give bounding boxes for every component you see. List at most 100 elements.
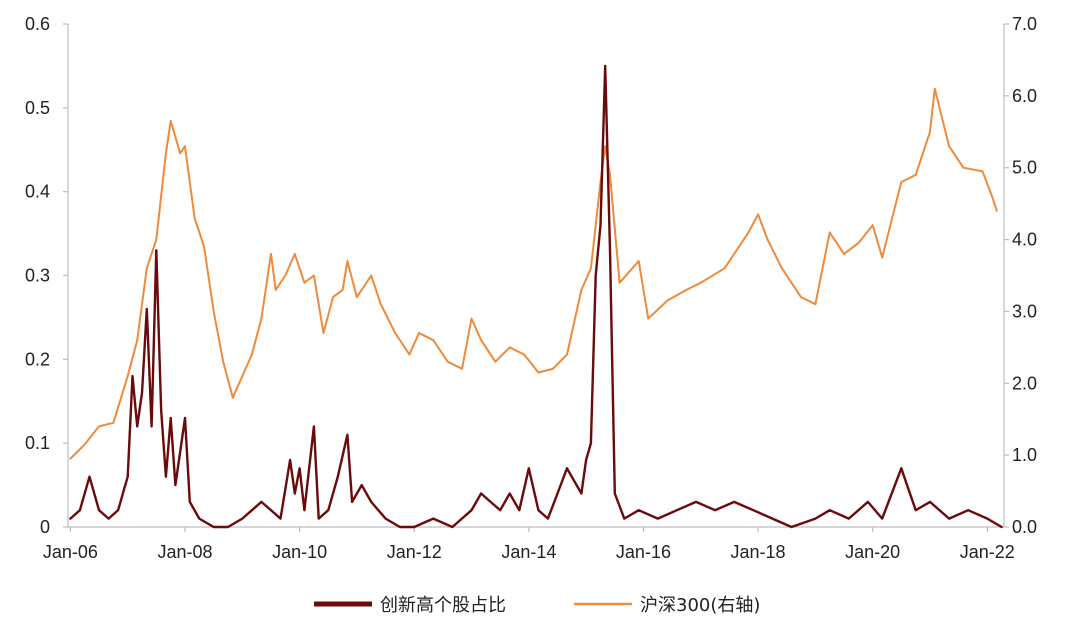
data-point-series-0: [188, 501, 191, 503]
data-point-series-1: [231, 396, 234, 399]
data-point-series-0: [518, 509, 521, 512]
data-point-series-0: [69, 517, 72, 520]
data-point-series-1: [948, 145, 950, 148]
data-point-series-1: [346, 260, 349, 262]
data-point-series-1: [929, 130, 931, 133]
data-point-series-0: [695, 501, 697, 503]
data-point-series-0: [580, 492, 583, 495]
data-point-series-0: [480, 492, 482, 495]
data-point-series-0: [155, 249, 158, 252]
data-point-series-1: [766, 238, 769, 241]
data-point-series-1: [828, 231, 831, 234]
data-point-series-0: [547, 517, 549, 520]
data-point-series-0: [575, 484, 578, 486]
data-point-series-1: [370, 274, 373, 277]
data-point-series-0: [594, 274, 597, 277]
data-point-series-0: [527, 467, 530, 470]
data-point-series-1: [303, 281, 306, 284]
data-point-series-0: [604, 65, 607, 67]
legend-label-series-0: 创新高个股占比: [380, 595, 506, 616]
data-point-series-0: [179, 450, 182, 453]
data-point-series-0: [508, 492, 511, 495]
data-point-series-1: [580, 289, 583, 291]
data-point-series-0: [399, 526, 401, 528]
data-point-series-1: [408, 353, 411, 356]
data-point-series-1: [609, 174, 611, 176]
data-point-series-0: [929, 501, 931, 503]
y-left-tick-label: 0.2: [25, 349, 50, 369]
data-point-series-1: [962, 166, 965, 169]
data-point-series-1: [179, 152, 182, 155]
data-point-series-1: [843, 253, 845, 255]
data-point-series-0: [733, 501, 736, 503]
data-point-series-0: [489, 501, 492, 503]
data-point-series-1: [432, 339, 435, 342]
y-left-tick-label: 0: [40, 517, 50, 537]
data-point-series-1: [933, 87, 936, 90]
data-point-series-0: [346, 433, 349, 436]
data-point-series-0: [676, 509, 678, 512]
data-point-series-0: [867, 501, 869, 503]
data-point-series-0: [1000, 526, 1003, 528]
data-point-series-0: [948, 517, 950, 520]
data-point-series-1: [322, 332, 325, 334]
data-point-series-1: [184, 145, 186, 148]
x-tick-label: Jan-16: [616, 542, 671, 562]
legend-label-series-1: 沪深300(右轴): [640, 595, 760, 616]
data-point-series-1: [341, 289, 344, 291]
data-point-series-0: [227, 526, 229, 528]
data-point-series-0: [599, 224, 602, 227]
data-point-series-0: [303, 509, 306, 512]
data-point-series-1: [685, 289, 688, 291]
data-point-series-0: [174, 484, 177, 486]
data-point-series-1: [69, 457, 72, 460]
data-point-series-1: [284, 274, 287, 277]
data-point-series-1: [193, 217, 196, 219]
data-point-series-1: [136, 339, 139, 342]
axes-layer: 0 0.1 0.2 0.3 0.4 0.5 0.6 0.0 1.0 2.0 3.0 4.0 5.0 6.0…: [25, 14, 1037, 562]
data-point-series-0: [98, 509, 100, 512]
data-point-series-1: [551, 368, 554, 370]
data-point-series-1: [379, 303, 382, 306]
data-point-series-1: [781, 267, 783, 270]
data-point-series-0: [336, 475, 339, 478]
data-point-series-1: [757, 213, 759, 216]
data-point-series-1: [212, 310, 215, 313]
series-layer: [69, 64, 1003, 529]
data-point-series-1: [480, 339, 482, 342]
data-point-series-1: [241, 375, 244, 377]
data-point-series-0: [613, 492, 616, 495]
y-right-tick-label: 5.0: [1012, 158, 1037, 178]
x-tick-label: Jan-08: [157, 542, 212, 562]
data-point-series-0: [714, 509, 716, 512]
data-point-series-1: [165, 152, 167, 155]
data-point-series-0: [136, 425, 139, 428]
data-point-series-1: [155, 238, 158, 241]
data-point-series-0: [293, 492, 296, 495]
data-point-series-0: [432, 517, 435, 520]
data-point-series-1: [332, 296, 334, 298]
y-left-tick-label: 0.4: [25, 182, 50, 202]
data-point-series-0: [150, 425, 153, 428]
data-point-series-0: [609, 249, 611, 252]
data-point-series-0: [165, 475, 167, 478]
data-point-series-1: [566, 353, 568, 356]
data-point-series-1: [991, 195, 993, 198]
data-point-series-0: [289, 459, 291, 461]
data-point-series-0: [117, 509, 119, 512]
data-point-series-0: [212, 526, 215, 528]
series-line-1: [69, 87, 998, 460]
y-right-tick-label: 7.0: [1012, 14, 1037, 34]
data-point-series-1: [900, 181, 903, 184]
x-tick-label: Jan-06: [43, 542, 98, 562]
data-point-series-0: [141, 392, 143, 394]
data-point-series-1: [274, 289, 277, 291]
data-point-series-0: [279, 517, 282, 520]
y-left-tick-label: 0.3: [25, 266, 50, 286]
data-point-series-1: [222, 360, 225, 363]
data-point-series-0: [260, 501, 263, 503]
data-point-series-1: [293, 253, 296, 255]
data-point-series-0: [145, 308, 148, 310]
